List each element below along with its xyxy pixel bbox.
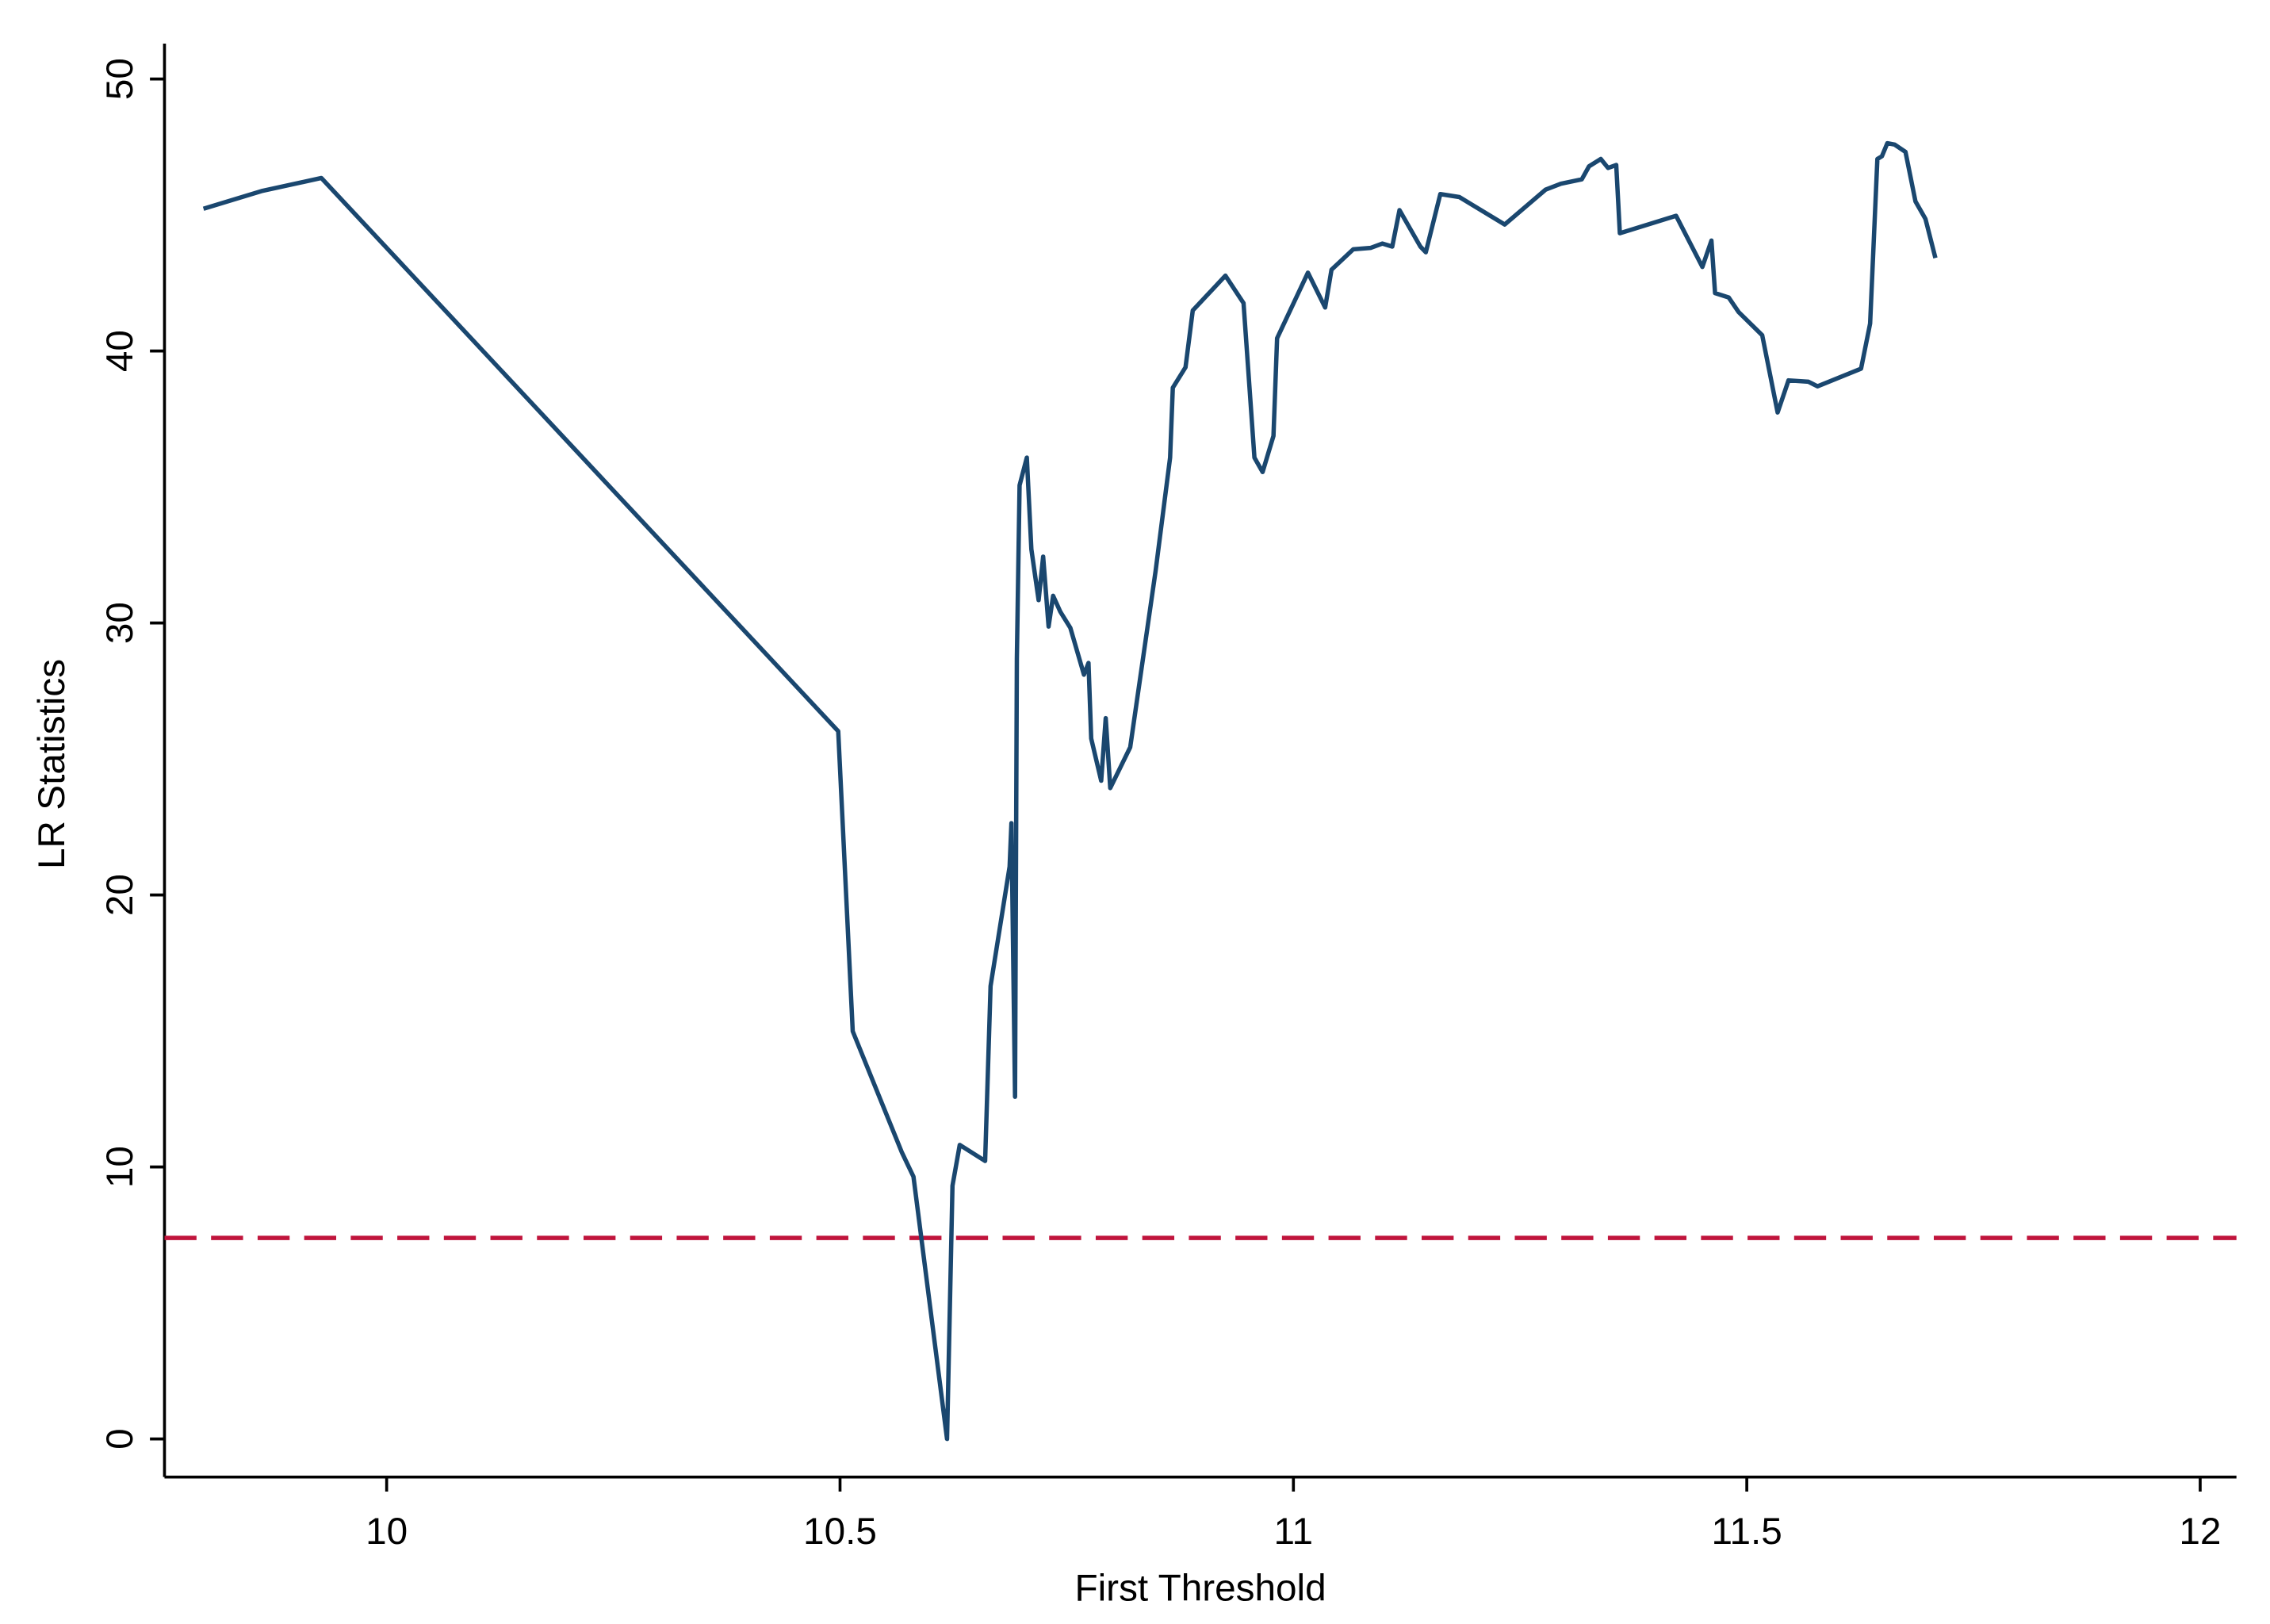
y-tick-label: 40: [99, 330, 141, 372]
y-tick-label: 20: [99, 874, 141, 916]
data-line: [202, 140, 1938, 1442]
x-tick-label: 10: [366, 1511, 408, 1553]
y-tick-label: 10: [99, 1146, 141, 1188]
x-axis-title: First Threshold: [1074, 1568, 1326, 1610]
x-tick-label: 10.5: [803, 1511, 877, 1553]
x-tick-label: 12: [2179, 1511, 2221, 1553]
x-tick-label: 11: [1274, 1511, 1314, 1553]
y-tick-label: 50: [99, 58, 141, 100]
y-axis-title: LR Statistics: [31, 659, 73, 869]
x-tick-label: 11.5: [1711, 1511, 1782, 1553]
y-tick-label: 0: [99, 1428, 141, 1450]
y-tick-label: 30: [99, 602, 141, 644]
